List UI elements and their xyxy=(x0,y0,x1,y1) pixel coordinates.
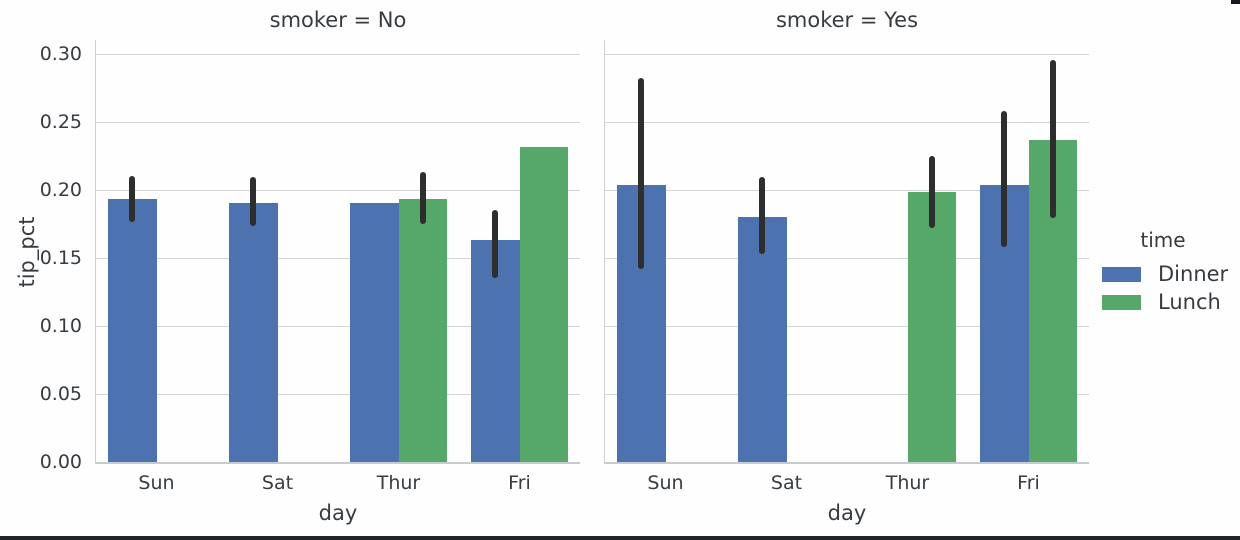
gridline xyxy=(96,189,580,191)
error-bar xyxy=(928,155,935,228)
gridline xyxy=(605,53,1089,55)
gridline xyxy=(96,53,580,55)
gridline xyxy=(96,325,580,327)
x-tick-label: Thur xyxy=(376,472,421,494)
x-tick-label: Sat xyxy=(261,472,294,494)
facet-smoker-yes: smoker = Yes day Sun Sat Thur Fri xyxy=(604,8,1089,525)
bar-dinner-sat xyxy=(738,217,787,462)
facet-smoker-no: smoker = No day Sun Sat Thur Fri xyxy=(95,8,580,525)
bar-lunch-fri xyxy=(519,147,568,462)
error-bar xyxy=(1001,110,1008,247)
error-bar xyxy=(419,172,426,224)
facet-title: smoker = Yes xyxy=(775,8,919,32)
screenshot-artifact-corner xyxy=(1231,0,1240,4)
x-tick-label: Sun xyxy=(138,472,175,494)
y-tick-label: 0.00 xyxy=(39,451,82,473)
bar-lunch-thur xyxy=(907,191,956,462)
gridline xyxy=(605,121,1089,123)
error-bar xyxy=(129,176,136,223)
gridline xyxy=(96,257,580,259)
error-bar xyxy=(759,177,766,254)
gridline xyxy=(605,257,1089,259)
x-axis-label: day xyxy=(827,501,867,525)
dinner-swatch-icon xyxy=(1102,266,1141,282)
bar-dinner-sat xyxy=(229,202,278,462)
legend-title: time xyxy=(1140,228,1186,252)
gridline xyxy=(605,189,1089,191)
error-bar xyxy=(492,210,499,279)
facet-title: smoker = No xyxy=(269,8,407,32)
gridline xyxy=(605,393,1089,395)
gridline xyxy=(605,325,1089,327)
gridline xyxy=(96,393,580,395)
lunch-swatch-icon xyxy=(1102,294,1141,310)
x-tick-label: Fri xyxy=(1017,472,1040,494)
y-tick-label: 0.20 xyxy=(39,178,82,201)
x-tick-label: Sun xyxy=(647,472,684,494)
x-axis-label: day xyxy=(318,501,358,525)
x-tick-label: Fri xyxy=(508,472,531,494)
x-tick-label: Thur xyxy=(885,472,930,494)
bar-dinner-sun xyxy=(108,198,157,462)
bar-lunch-thur xyxy=(398,198,447,462)
error-bar xyxy=(638,78,645,269)
y-tick-label: 0.30 xyxy=(39,42,82,65)
y-tick-label: 0.05 xyxy=(39,382,82,405)
error-bar xyxy=(1049,60,1056,219)
y-tick-label: 0.10 xyxy=(39,314,82,337)
legend-entry-dinner: Dinner xyxy=(1102,260,1240,288)
bar-dinner-thur xyxy=(350,203,399,462)
y-tick-label: 0.25 xyxy=(39,110,82,133)
error-bar xyxy=(250,177,257,227)
screenshot-artifact-bottom-edge xyxy=(0,536,1240,540)
x-tick-label: Sat xyxy=(770,472,803,494)
legend-entry-lunch: Lunch xyxy=(1102,288,1240,316)
legend: time Dinner Lunch xyxy=(1102,228,1240,316)
y-tick-label: 0.15 xyxy=(39,246,82,269)
gridline xyxy=(96,121,580,123)
